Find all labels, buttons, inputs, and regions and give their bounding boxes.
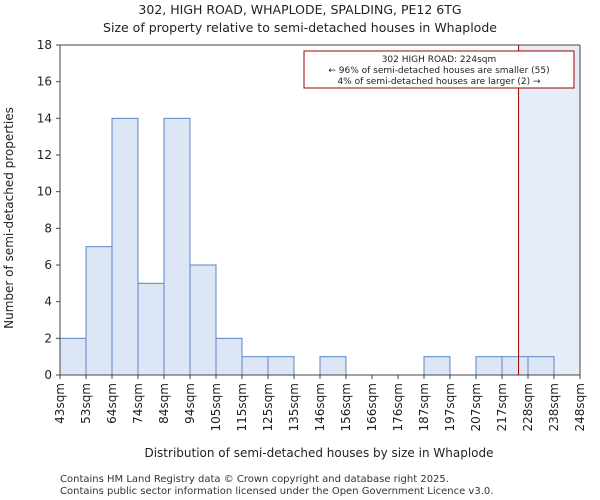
annotation-frame [303,50,575,89]
y-tick-label: 10 [37,185,52,199]
y-tick-label: 12 [37,148,52,162]
y-tick-label: 0 [44,368,52,382]
x-axis: 43sqm 53sqm 64sqm 74sqm 84sqm 94sqm 105sqm 115s… [53,374,587,431]
x-tick-label: 217sqm [495,383,509,431]
x-tick-label: 176sqm [391,383,405,431]
x-tick-label: 74sqm [131,383,145,424]
chart-subtitle: Size of property relative to semi-detach… [103,20,497,35]
x-tick-label: 207sqm [469,383,483,431]
x-tick-label: 197sqm [443,383,457,431]
bar-94sqm [189,264,217,376]
bar-146sqm [319,356,347,376]
highlight-region [518,45,580,375]
x-tick-label: 135sqm [287,383,301,431]
chart-title: 302, HIGH ROAD, WHAPLODE, SPALDING, PE12… [138,2,461,17]
bar-125sqm [267,356,295,376]
annotation-line-2: ← 96% of semi-detached houses are smalle… [328,66,549,76]
bar-84sqm [163,117,191,376]
annotation-box: 302 HIGH ROAD: 224sqm ← 96% of semi-deta… [303,50,575,89]
x-tick-label: 156sqm [339,383,353,431]
bar-217sqm [501,356,529,376]
bar-64sqm [111,117,139,376]
x-tick-label: 125sqm [261,383,275,431]
y-tick-label: 2 [44,331,52,345]
plot-background [518,45,580,375]
annotation-line-1: 302 HIGH ROAD: 224sqm [382,55,497,65]
x-tick-label: 228sqm [521,383,535,431]
bars-group [59,117,555,376]
y-tick-label: 16 [37,75,52,89]
bar-187sqm [423,356,451,376]
y-tick-label: 4 [44,295,52,309]
bar-228sqm [527,356,555,376]
x-tick-label: 146sqm [313,383,327,431]
x-tick-label: 84sqm [157,383,171,424]
x-tick-label: 115sqm [235,383,249,431]
x-tick-label: 105sqm [209,383,223,431]
x-axis-label: Distribution of semi-detached houses by … [144,446,493,460]
x-tick-label: 187sqm [417,383,431,431]
bar-53sqm [85,246,113,376]
x-tick-label: 94sqm [183,383,197,424]
footer-line-2: Contains public sector information licen… [60,486,493,497]
x-tick-label: 64sqm [105,383,119,424]
y-tick-label: 14 [37,111,52,125]
y-tick-label: 6 [44,258,52,272]
x-tick-label: 248sqm [573,383,587,431]
y-tick-label: 18 [37,38,52,52]
x-tick-label: 166sqm [365,383,379,431]
x-tick-label: 43sqm [53,383,67,424]
bar-105sqm [215,337,243,376]
bar-43sqm [59,337,87,376]
x-tick-label: 238sqm [547,383,561,431]
y-tick-label: 8 [44,221,52,235]
x-tick-label: 53sqm [79,383,93,424]
annotation-line-3: 4% of semi-detached houses are larger (2… [337,77,541,87]
bar-207sqm [475,356,503,376]
y-axis-label: Number of semi-detached properties [2,107,16,329]
bar-74sqm [137,282,165,376]
footer-line-1: Contains HM Land Registry data © Crown c… [60,474,449,485]
bar-115sqm [241,356,269,376]
y-axis: 0 2 4 6 8 10 12 14 16 18 [37,38,581,382]
